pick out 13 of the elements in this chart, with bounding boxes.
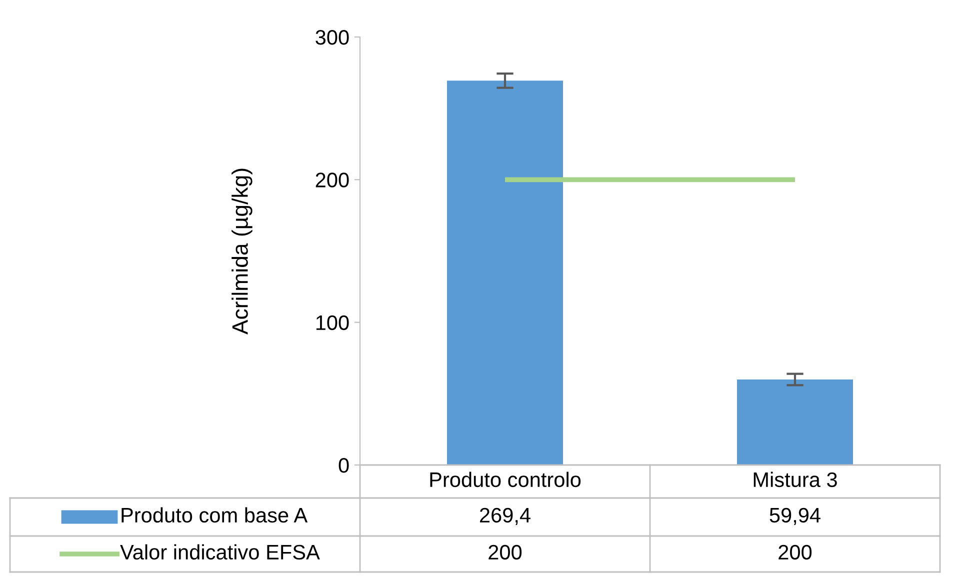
- data-label: 59,94: [770, 508, 820, 526]
- x-tick-label: Mistura 3: [754, 472, 837, 488]
- data-label: 200: [488, 544, 522, 560]
- x-tick-label: Produto controlo: [430, 472, 581, 488]
- y-tick-label: 100: [316, 315, 349, 330]
- legend-label: Produto com base A: [122, 507, 308, 523]
- y-tick-label: 0: [338, 458, 349, 473]
- y-axis-title: Acrilmida (µg/kg): [232, 168, 252, 335]
- y-tick-label: 200: [316, 172, 349, 188]
- data-label: 200: [778, 544, 812, 560]
- data-label: 269,4: [480, 508, 530, 526]
- legend-label: Valor indicativo EFSA: [120, 544, 320, 560]
- y-tick-label: 300: [316, 30, 349, 45]
